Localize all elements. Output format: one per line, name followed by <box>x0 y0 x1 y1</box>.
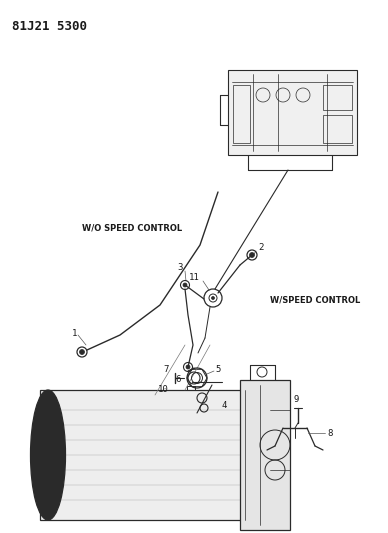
Text: 9: 9 <box>293 395 299 405</box>
Text: 2: 2 <box>258 244 263 253</box>
Text: 11: 11 <box>189 273 200 282</box>
Text: 3: 3 <box>178 263 183 272</box>
Text: 1: 1 <box>72 328 77 337</box>
Circle shape <box>183 283 187 287</box>
Text: 5: 5 <box>215 366 220 375</box>
Text: 10: 10 <box>158 385 169 394</box>
Polygon shape <box>240 380 290 530</box>
Circle shape <box>211 296 215 300</box>
Text: W/O SPEED CONTROL: W/O SPEED CONTROL <box>82 223 182 232</box>
Polygon shape <box>228 70 357 155</box>
Ellipse shape <box>31 390 66 520</box>
Polygon shape <box>40 390 270 520</box>
Circle shape <box>249 253 255 257</box>
Text: 81J21 5300: 81J21 5300 <box>12 20 87 33</box>
Circle shape <box>33 440 63 470</box>
Circle shape <box>186 365 190 369</box>
Circle shape <box>80 350 85 354</box>
Text: 4: 4 <box>222 401 227 410</box>
Text: W/SPEED CONTROL: W/SPEED CONTROL <box>270 295 360 304</box>
Text: 6: 6 <box>176 376 181 384</box>
Text: 7: 7 <box>164 366 169 375</box>
Text: 8: 8 <box>327 429 333 438</box>
